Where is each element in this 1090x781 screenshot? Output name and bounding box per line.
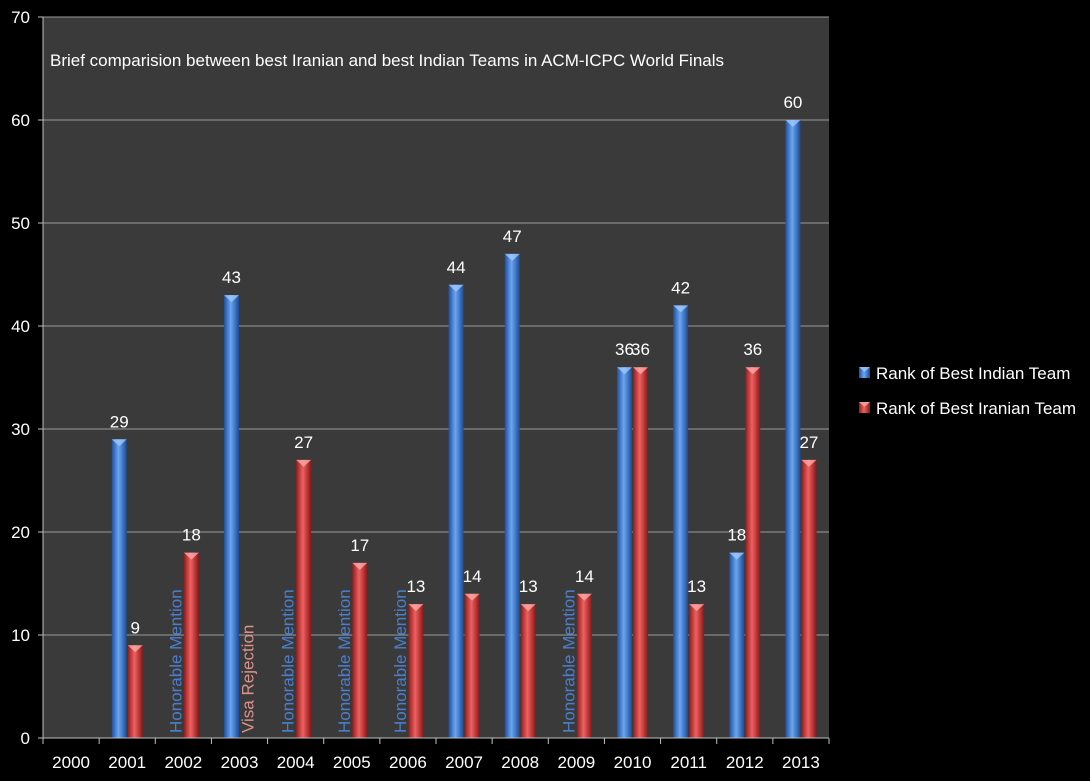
bar-cap xyxy=(745,367,761,375)
x-tick-label: 2006 xyxy=(389,753,427,772)
annotation-label: Honorable Mention xyxy=(166,589,185,733)
x-tick-label: 2005 xyxy=(333,753,371,772)
x-tick-label: 2007 xyxy=(445,753,483,772)
bar-cap xyxy=(183,552,199,560)
bar-iranian-2006 xyxy=(408,604,424,738)
annotation-label: Honorable Mention xyxy=(559,589,578,733)
data-label: 60 xyxy=(783,93,802,112)
y-tick-label: 0 xyxy=(21,729,30,748)
bar-cap xyxy=(729,552,745,560)
x-tick-label: 2012 xyxy=(726,753,764,772)
bar-cap xyxy=(576,593,592,601)
y-tick-label: 50 xyxy=(11,214,30,233)
bar-indian-2003 xyxy=(224,295,239,738)
y-tick-label: 10 xyxy=(11,626,30,645)
bar-indian-2008 xyxy=(504,253,520,738)
bar-iranian-2007 xyxy=(464,593,480,738)
legend-swatch xyxy=(859,367,870,378)
data-label: 14 xyxy=(575,567,594,586)
bar-iranian-2011 xyxy=(689,604,705,738)
bar-indian-2001 xyxy=(111,439,127,738)
bar-cap xyxy=(520,604,536,612)
x-tick-label: 2000 xyxy=(52,753,90,772)
x-tick-label: 2011 xyxy=(670,753,707,772)
bar-iranian-2001 xyxy=(127,645,143,738)
x-tick-label: 2013 xyxy=(782,753,820,772)
bar-indian-2010 xyxy=(617,367,632,738)
data-label: 36 xyxy=(631,340,650,359)
bar-indian-2007 xyxy=(448,284,464,738)
bar-cap xyxy=(111,439,127,447)
bar-cap xyxy=(127,645,143,653)
data-label: 42 xyxy=(671,278,690,297)
bar-cap xyxy=(673,305,689,313)
x-tick-label: 2004 xyxy=(277,753,315,772)
bar-iranian-2004 xyxy=(296,459,312,738)
bar-iranian-2013 xyxy=(801,459,817,738)
data-label: 17 xyxy=(350,536,369,555)
data-label: 43 xyxy=(222,268,241,287)
x-tick-label: 2008 xyxy=(501,753,539,772)
data-label: 47 xyxy=(503,227,522,246)
bar-iranian-2012 xyxy=(745,367,761,738)
bar-cap xyxy=(689,604,705,612)
data-label: 36 xyxy=(615,340,634,359)
annotation-label: Honorable Mention xyxy=(335,589,354,733)
plot-area xyxy=(43,17,829,738)
bar-cap xyxy=(448,284,464,292)
bar-cap xyxy=(617,367,632,375)
y-tick-label: 30 xyxy=(11,420,30,439)
data-label: 18 xyxy=(182,526,201,545)
bar-indian-2013 xyxy=(785,120,801,738)
data-label: 29 xyxy=(110,412,129,431)
bar-cap xyxy=(352,562,368,570)
data-label: 36 xyxy=(743,340,762,359)
bar-cap xyxy=(408,604,424,612)
data-label: 27 xyxy=(294,433,313,452)
y-tick-label: 20 xyxy=(11,523,30,542)
bar-cap xyxy=(224,295,239,303)
x-tick-label: 2010 xyxy=(614,753,652,772)
x-tick-label: 2009 xyxy=(557,753,595,772)
annotation-label: Visa Rejection xyxy=(239,625,258,733)
bar-cap xyxy=(296,459,312,467)
x-tick-label: 2001 xyxy=(108,753,146,772)
data-label: 18 xyxy=(727,526,746,545)
chart-title: Brief comparision between best Iranian a… xyxy=(50,51,724,70)
legend-swatch-cap xyxy=(859,367,870,372)
bar-iranian-2010 xyxy=(633,367,648,738)
data-label: 27 xyxy=(799,433,818,452)
bar-cap xyxy=(504,253,520,261)
data-label: 13 xyxy=(406,577,425,596)
data-label: 13 xyxy=(519,577,538,596)
bar-cap xyxy=(464,593,480,601)
bar-iranian-2008 xyxy=(520,604,536,738)
annotation-label: Honorable Mention xyxy=(391,589,410,733)
x-tick-label: 2002 xyxy=(164,753,202,772)
legend-label: Rank of Best Indian Team xyxy=(876,364,1070,383)
bar-cap xyxy=(633,367,648,375)
bar-indian-2011 xyxy=(673,305,689,738)
data-label: 13 xyxy=(687,577,706,596)
bar-cap xyxy=(801,459,817,467)
y-tick-label: 40 xyxy=(11,317,30,336)
legend-swatch-cap xyxy=(859,402,870,407)
annotation-label: Honorable Mention xyxy=(279,589,298,733)
bar-iranian-2005 xyxy=(352,562,368,738)
legend-swatch xyxy=(859,402,870,413)
data-label: 9 xyxy=(130,618,139,637)
bar-iranian-2009 xyxy=(576,593,592,738)
y-tick-label: 70 xyxy=(11,8,30,27)
bar-indian-2012 xyxy=(729,552,745,738)
legend-label: Rank of Best Iranian Team xyxy=(876,399,1076,418)
data-label: 14 xyxy=(463,567,482,586)
legend: Rank of Best Indian Team Rank of Best Ira… xyxy=(859,364,1076,418)
y-tick-label: 60 xyxy=(11,111,30,130)
x-tick-label: 2003 xyxy=(221,753,259,772)
bar-cap xyxy=(785,120,801,127)
bar-iranian-2002 xyxy=(183,552,199,738)
data-label: 44 xyxy=(447,258,466,277)
